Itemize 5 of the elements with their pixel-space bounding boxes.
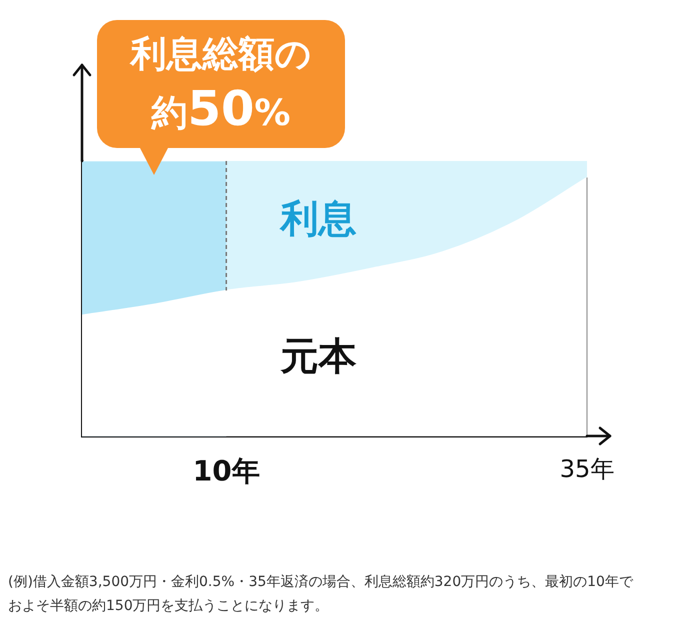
x-tick-label: 35年 [560,455,614,484]
x-tick-label: 10年 [192,454,260,488]
series-label: 元本 [279,334,356,378]
text: (例)借入金額3,500万円・金利0.5%・35年返済の場合、利息総額約320万円のうち、最初の10年でおよそ半額の約150万円を支払うことになります。 [8,573,634,616]
series-label: 利息 [278,196,356,240]
